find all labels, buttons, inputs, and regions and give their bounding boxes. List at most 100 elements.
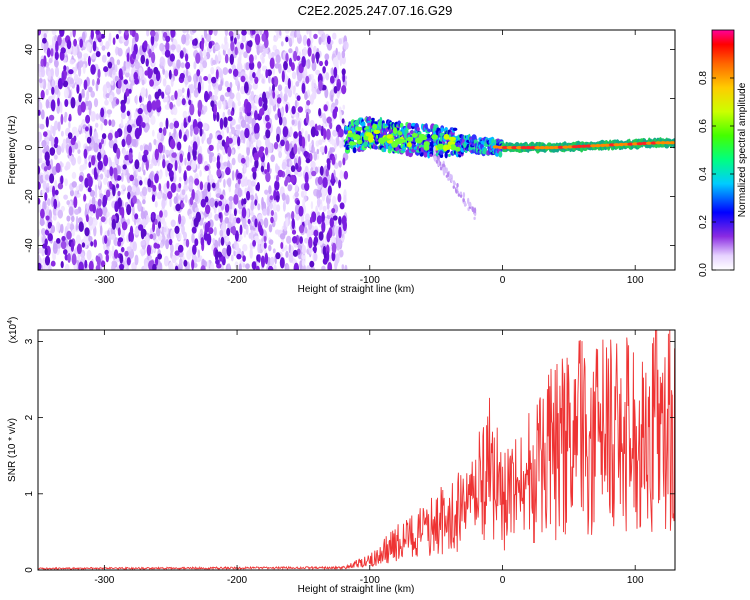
spectrogram-noise-cell — [304, 227, 308, 234]
spectrogram-noise-blob — [323, 128, 327, 140]
spectrogram-noise-blob — [155, 256, 159, 266]
spectrogram-signal-core — [557, 145, 565, 149]
spectrogram-noise-cell — [331, 67, 334, 77]
spectrogram-noise-blob — [322, 245, 327, 256]
spectrogram-noise-cell — [95, 122, 99, 128]
y-tick-label: 40 — [24, 44, 35, 56]
spectrogram-noise-cell — [254, 54, 258, 61]
spectrogram-noise-blob — [38, 197, 41, 205]
spectrogram-noise-blob — [252, 240, 256, 247]
spectrogram-noise-cell — [277, 84, 283, 92]
spectrogram-signal-cell — [396, 150, 400, 154]
spectrogram-signal-cell — [439, 150, 444, 155]
spectrogram-noise-cell — [142, 199, 146, 205]
spectrogram-noise-blob — [200, 198, 206, 208]
spectrogram-noise-blob — [101, 138, 104, 145]
spectrogram-y-label: Frequency (Hz) — [7, 116, 18, 185]
spectrogram-noise-blob — [301, 82, 306, 94]
spectrogram-signal-cell — [374, 145, 378, 150]
spectrogram-noise-blob — [174, 225, 180, 234]
spectrogram-noise-blob — [219, 194, 224, 200]
spectrogram-noise-cell — [54, 59, 59, 68]
spectrogram-noise-blob — [251, 261, 257, 270]
spectrogram-noise-cell — [231, 157, 236, 166]
spectrogram-noise-cell — [217, 179, 220, 191]
spectrogram-signal-core — [525, 146, 532, 150]
spectrogram-noise-cell — [296, 30, 301, 39]
spectrogram-noise-blob — [269, 195, 274, 201]
spectrogram-noise-blob — [254, 33, 261, 46]
spectrogram-noise-cell — [238, 208, 243, 215]
spectrogram-noise-blob — [120, 103, 126, 113]
spectrogram-noise-blob — [95, 30, 100, 35]
spectrogram-noise-cell — [148, 163, 153, 169]
spectrogram-noise-blob — [315, 130, 319, 137]
spectrogram-noise-blob — [326, 232, 331, 243]
spectrogram-noise-cell — [285, 194, 290, 205]
spectrogram-signal-highlight — [431, 134, 438, 140]
spectrogram-noise-blob — [298, 205, 304, 217]
spectrogram-noise-blob — [342, 73, 346, 83]
spectrogram-noise-cell — [232, 135, 238, 145]
spectrogram-noise-cell — [156, 214, 161, 220]
spectrogram-noise-cell — [43, 200, 47, 210]
spectrogram-noise-blob — [148, 48, 152, 58]
spectrogram-noise-blob — [224, 53, 229, 64]
spectrogram-noise-cell — [152, 74, 156, 81]
spectrogram-noise-cell — [310, 160, 316, 170]
spectrogram-noise-blob — [88, 260, 94, 270]
spectrogram-noise-cell — [282, 116, 287, 127]
spectrogram-noise-blob — [162, 159, 166, 169]
spectrogram-noise-cell — [292, 85, 296, 95]
colorbar-gradient — [711, 29, 735, 271]
spectrogram-noise-blob — [129, 174, 135, 182]
spectrogram-noise-blob — [169, 138, 176, 150]
spectrogram-noise-blob — [248, 61, 255, 70]
spectrogram-noise-cell — [111, 100, 116, 109]
spectrogram-noise-blob — [157, 88, 162, 97]
spectrogram-trail-cell — [462, 198, 465, 203]
spectrogram-noise-cell — [245, 225, 249, 235]
spectrogram-noise-blob — [136, 115, 142, 125]
spectrogram-noise-blob — [216, 111, 220, 122]
spectrogram-signal-core — [618, 142, 625, 147]
spectrogram-noise-blob — [90, 30, 94, 40]
spectrogram-noise-blob — [152, 184, 157, 192]
spectrogram-noise-cell — [311, 87, 316, 93]
spectrogram-noise-cell — [164, 149, 170, 155]
spectrogram-noise-blob — [318, 79, 323, 92]
spectrogram-noise-cell — [269, 202, 274, 209]
spectrogram-signal-highlight — [454, 146, 461, 152]
spectrogram-noise-cell — [225, 236, 230, 243]
spectrogram-noise-cell — [249, 74, 253, 81]
spectrogram-noise-cell — [297, 120, 301, 132]
spectrogram-noise-cell — [69, 31, 73, 38]
x-tick-label: 0 — [500, 275, 506, 286]
spectrogram-noise-cell — [256, 44, 261, 56]
spectrogram-noise-cell — [303, 65, 308, 74]
spectrogram-noise-blob — [233, 194, 239, 205]
spectrogram-noise-blob — [293, 262, 299, 270]
spectrogram-noise-cell — [224, 35, 228, 45]
spectrogram-noise-cell — [286, 235, 292, 244]
spectrogram-noise-blob — [311, 170, 317, 177]
spectrogram-noise-blob — [171, 152, 177, 158]
spectrogram-noise-cell — [88, 86, 93, 93]
spectrogram-noise-cell — [208, 83, 212, 93]
spectrogram-noise-blob — [114, 201, 119, 213]
spectrogram-noise-cell — [335, 253, 340, 264]
spectrogram-noise-blob — [305, 158, 311, 164]
spectrogram-noise-cell — [86, 42, 92, 52]
spectrogram-noise-blob — [128, 88, 132, 94]
spectrogram-noise-blob — [100, 216, 106, 223]
spectrogram-noise-blob — [187, 115, 191, 123]
snr-line — [38, 330, 675, 570]
spectrogram-noise-cell — [111, 245, 115, 252]
spectrogram-noise-blob — [208, 30, 213, 36]
spectrogram-noise-blob — [327, 185, 332, 196]
spectrogram-noise-blob — [138, 124, 142, 136]
spectrogram-noise-blob — [276, 97, 282, 104]
spectrogram-noise-cell — [71, 215, 75, 222]
spectrogram-noise-cell — [105, 40, 110, 50]
spectrogram-signal-cell — [498, 150, 503, 158]
